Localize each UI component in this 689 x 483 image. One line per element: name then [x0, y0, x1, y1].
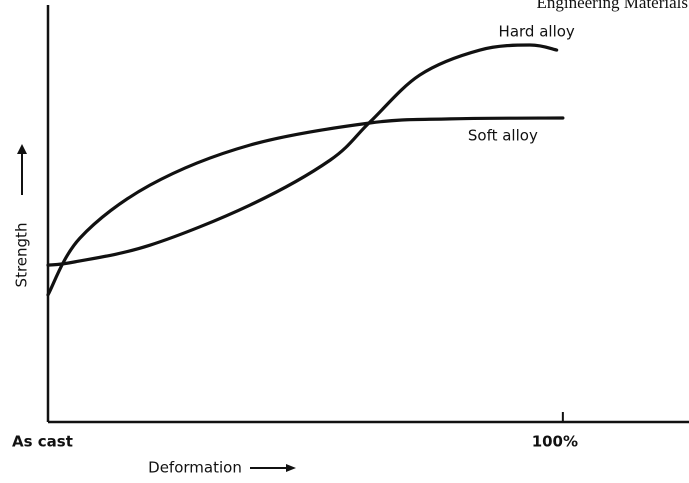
- series-label: Hard alloy: [499, 23, 575, 41]
- x-tick-label: As cast: [12, 433, 73, 451]
- series-label: Soft alloy: [468, 127, 538, 145]
- y-axis-title: Strength: [13, 144, 31, 287]
- x-axis-label: Deformation: [148, 459, 242, 477]
- x-arrow-head: [286, 464, 296, 472]
- y-axis-label: Strength: [13, 223, 31, 288]
- x-axis-title: Deformation: [148, 459, 296, 477]
- line-series: [46, 43, 559, 267]
- y-arrow-head: [17, 144, 27, 154]
- page-header: Engineering Materials: [536, 0, 688, 12]
- line-series: [46, 116, 565, 297]
- x-tick-label: 100%: [532, 433, 578, 451]
